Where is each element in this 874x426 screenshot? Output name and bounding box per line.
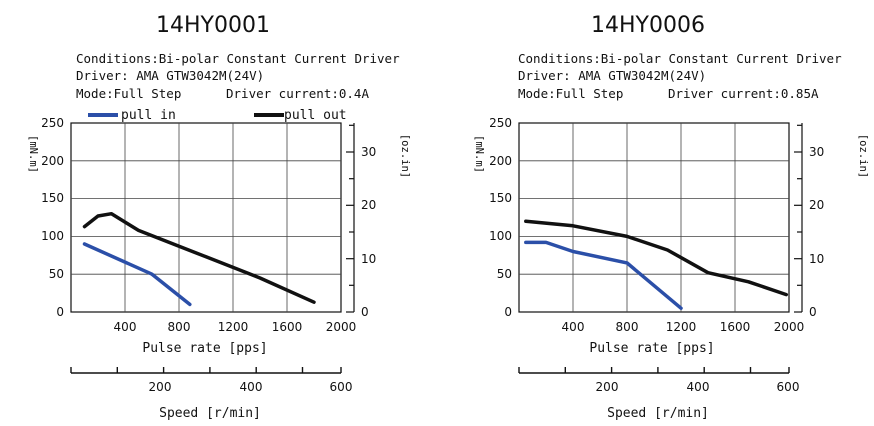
chart-1-y-label-left: [mN.m]	[27, 135, 39, 173]
chart-2-y-label-left: [mN.m]	[473, 135, 485, 173]
chart-1-y-tick-label: 50	[49, 267, 64, 281]
chart-2-series-layer	[524, 219, 789, 310]
chart-2-right-tick-label: 20	[809, 198, 824, 212]
chart-2-right-tick-label: 30	[809, 145, 824, 159]
chart-1-x-tick-label: 400	[114, 320, 137, 334]
chart-2-x-tick-label: 400	[562, 320, 585, 334]
chart-2-x-label: Pulse rate [pps]	[589, 341, 714, 356]
chart-2-y-label-right: [oz.in]	[857, 134, 869, 178]
chart-2-x-tick-label: 2000	[774, 320, 805, 334]
chart-2-y-tick-label: 200	[489, 154, 512, 168]
chart-1-x-tick-label: 1200	[218, 320, 249, 334]
chart-1-right-axis	[346, 123, 355, 313]
chart-2-conditions-mode: Mode:Full Step	[518, 86, 623, 101]
chart-1-series-layer	[82, 211, 316, 307]
chart-1-x-tick-label: 800	[168, 320, 191, 334]
chart-1-y-tick-label: 100	[41, 229, 64, 243]
series-line-pull-out	[524, 219, 789, 297]
chart-2-y-tick-label: 0	[504, 305, 512, 319]
chart-2-speed-axis	[518, 367, 790, 374]
series-line-pull-in	[524, 240, 683, 310]
chart-2-speed-tick-label: 200	[596, 380, 619, 394]
chart-1-conditions-current: Driver current:0.4A	[226, 86, 369, 101]
chart-1-speed-label: Speed [r/min]	[159, 406, 261, 421]
chart-1-plot-frame	[70, 122, 342, 313]
chart-1-conditions-line-1: Conditions:Bi-polar Constant Current Dri…	[76, 51, 400, 66]
chart-2-right-tick-label: 0	[809, 305, 817, 319]
chart-2-conditions-line-2: Driver: AMA GTW3042M(24V)	[518, 68, 706, 83]
chart-1-y-tick-label: 150	[41, 191, 64, 205]
chart-1-speed-tick-label: 200	[149, 380, 172, 394]
chart-2-right-axis	[794, 123, 803, 313]
chart-1-gridlines	[71, 123, 341, 312]
series-line-pull-out	[82, 211, 316, 304]
chart-1-right-tick-label: 30	[361, 145, 376, 159]
chart-1-right-tick-label: 20	[361, 198, 376, 212]
chart-1-right-tick-label: 10	[361, 252, 376, 266]
chart-1-x-tick-label: 1600	[272, 320, 303, 334]
chart-2-title: 14HY0006	[591, 13, 705, 38]
legend-label-pull-out: pull out	[284, 108, 347, 123]
series-line-pull-in	[82, 242, 192, 307]
chart-1: 14HY0001 Conditions:Bi-polar Constant Cu…	[27, 13, 411, 421]
legend-label-pull-in: pull in	[121, 108, 176, 123]
chart-1-y-label-right: [oz.in]	[399, 134, 411, 178]
chart-1-x-tick-label: 2000	[326, 320, 357, 334]
chart-2-speed-label: Speed [r/min]	[607, 406, 709, 421]
chart-2-y-tick-label: 50	[497, 267, 512, 281]
chart-1-x-label: Pulse rate [pps]	[142, 341, 267, 356]
chart-1-y-tick-label: 0	[56, 305, 64, 319]
chart-2-x-tick-label: 800	[616, 320, 639, 334]
chart-1-conditions-line-2: Driver: AMA GTW3042M(24V)	[76, 68, 264, 83]
chart-1-title: 14HY0001	[156, 13, 270, 38]
chart-2-y-tick-label: 150	[489, 191, 512, 205]
chart-2: 14HY0006 Conditions:Bi-polar Constant Cu…	[473, 13, 869, 421]
chart-2-x-tick-label: 1200	[666, 320, 697, 334]
chart-1-y-tick-label: 200	[41, 154, 64, 168]
chart-2-y-tick-label: 250	[489, 116, 512, 130]
chart-1-right-tick-label: 0	[361, 305, 369, 319]
chart-1-conditions-mode: Mode:Full Step	[76, 86, 181, 101]
chart-2-plot-frame	[518, 122, 790, 313]
chart-2-speed-tick-label: 600	[777, 380, 800, 394]
chart-1-speed-tick-label: 600	[330, 380, 353, 394]
chart-2-speed-tick-label: 400	[687, 380, 710, 394]
chart-2-y-tick-label: 100	[489, 229, 512, 243]
chart-2-right-tick-label: 10	[809, 252, 824, 266]
chart-1-speed-tick-label: 400	[240, 380, 263, 394]
chart-2-x-tick-label: 1600	[720, 320, 751, 334]
chart-2-conditions-line-1: Conditions:Bi-polar Constant Current Dri…	[518, 51, 842, 66]
chart-1-y-tick-label: 250	[41, 116, 64, 130]
chart-2-gridlines	[519, 123, 789, 312]
chart-1-speed-axis	[70, 367, 342, 374]
chart-2-conditions-current: Driver current:0.85A	[668, 86, 819, 101]
